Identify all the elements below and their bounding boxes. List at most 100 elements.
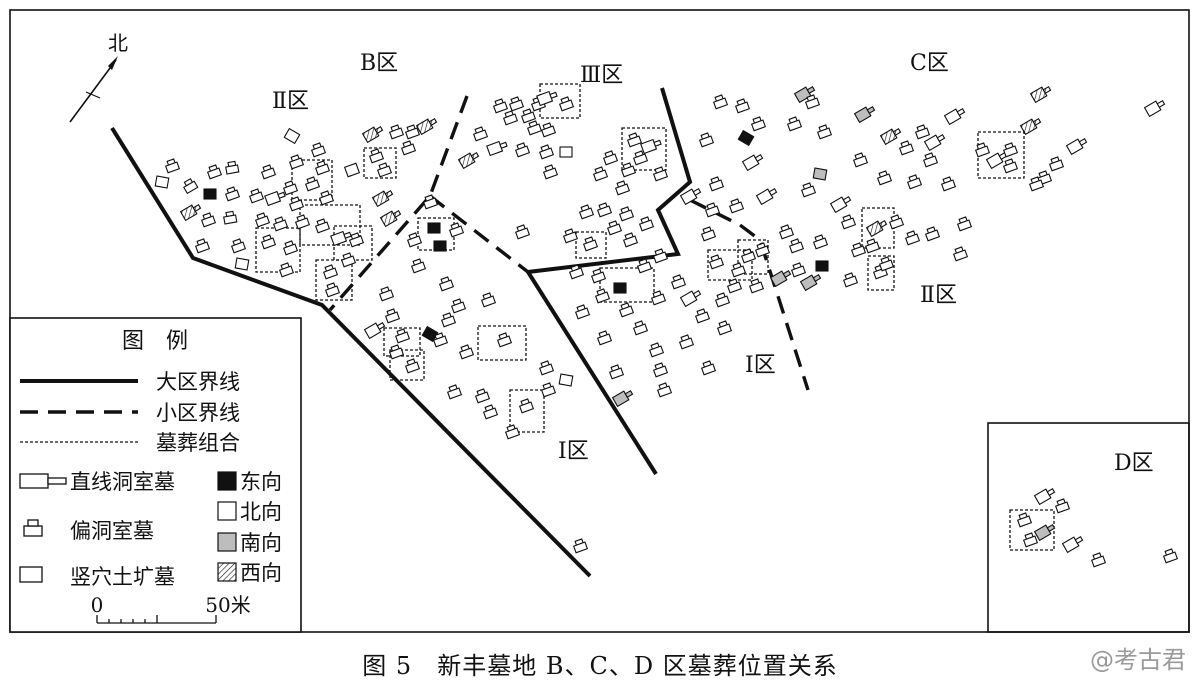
tomb-symbol <box>602 150 619 166</box>
tomb-symbol <box>740 248 757 264</box>
zone-label-d: D区 <box>1114 451 1154 476</box>
tomb-symbol <box>750 116 767 132</box>
tomb-group-outline <box>621 127 667 171</box>
tomb-symbol <box>260 234 277 250</box>
legend-group-line-label: 墓葬组合 <box>156 431 240 455</box>
tomb-symbol <box>234 257 250 271</box>
tomb-symbol <box>330 230 352 247</box>
tomb-symbol <box>879 128 902 146</box>
tomb-symbol <box>786 116 803 132</box>
tomb-symbol <box>700 226 717 242</box>
tomb-symbol <box>448 222 465 238</box>
tomb-symbol <box>790 262 807 278</box>
tomb-symbol <box>504 424 521 440</box>
tomb-symbol <box>404 124 421 140</box>
tomb-symbol <box>652 248 669 264</box>
tomb-group-outline <box>737 239 769 275</box>
tomb-symbol <box>679 188 702 206</box>
tomb-symbol <box>1090 552 1107 568</box>
tomb-symbol <box>1061 536 1084 554</box>
tomb-symbol <box>502 110 519 126</box>
tomb-symbol <box>852 152 869 168</box>
tomb-symbol <box>611 390 634 408</box>
tomb-group-outline <box>1009 509 1055 551</box>
tomb-symbol <box>183 178 199 195</box>
tomb-symbol <box>1162 548 1179 564</box>
tomb-symbol <box>679 290 702 308</box>
tomb-symbol <box>726 278 743 294</box>
tomb-symbol <box>282 240 299 256</box>
tomb-symbol <box>304 176 321 192</box>
tomb-symbol <box>225 160 240 175</box>
tomb-symbol <box>496 332 513 348</box>
zone-label-c: C区 <box>910 51 949 76</box>
tomb-symbol <box>433 240 447 252</box>
tomb-symbol <box>816 124 833 140</box>
tomb-symbol <box>518 398 535 414</box>
tomb-symbol <box>361 126 384 144</box>
tomb-symbol <box>799 274 822 292</box>
tomb-group-outline <box>707 249 753 281</box>
tomb-symbol <box>394 328 411 344</box>
tomb-symbol <box>1002 158 1019 174</box>
tomb-symbol <box>224 186 241 202</box>
tomb-symbol <box>272 216 289 232</box>
tomb-symbol <box>200 212 217 228</box>
tomb-symbol <box>618 206 635 222</box>
tomb-symbol <box>652 362 669 378</box>
tomb-symbol <box>322 264 339 280</box>
tomb-symbol <box>438 276 455 292</box>
minor-boundary-c <box>689 198 810 391</box>
tomb-symbol <box>812 167 828 181</box>
tomb-symbol <box>906 174 923 190</box>
tomb-symbol <box>223 210 238 225</box>
legend-pit-tomb-icon <box>19 566 43 583</box>
tomb-symbol <box>520 108 537 124</box>
tomb-symbol <box>728 198 745 214</box>
tomb-symbol <box>340 252 357 268</box>
tomb-symbol <box>730 262 747 278</box>
tomb-symbol <box>793 86 816 104</box>
tomb-symbol <box>1022 532 1039 548</box>
tomb-symbol <box>458 344 475 360</box>
tomb-symbol <box>540 122 557 138</box>
tomb-symbol <box>562 228 579 244</box>
tomb-symbol <box>608 364 625 380</box>
tomb-symbol <box>154 175 170 189</box>
tomb-group-outline <box>363 147 397 179</box>
tomb-symbol <box>850 242 867 258</box>
tomb-symbol <box>1033 524 1056 542</box>
legend-straight-tomb-icon <box>19 473 67 489</box>
tomb-symbol <box>898 140 915 156</box>
tomb-symbol <box>716 320 733 336</box>
zone-label-b-ii: Ⅱ区 <box>272 89 309 114</box>
tomb-symbol <box>422 194 439 210</box>
tomb-symbol <box>804 94 821 110</box>
tomb-symbol <box>829 196 852 214</box>
tomb-symbol <box>415 118 438 136</box>
major-boundary-lines <box>110 87 693 578</box>
tomb-symbol <box>492 98 509 114</box>
legend-south-label: 南向 <box>240 531 282 555</box>
tomb-symbol <box>853 106 876 124</box>
tomb-symbol <box>618 302 635 318</box>
tomb-symbol <box>480 292 497 308</box>
tomb-symbol <box>596 330 613 346</box>
tomb-group-outline <box>575 231 607 259</box>
tomb-symbol <box>288 196 305 212</box>
tomb-symbol <box>310 142 327 158</box>
tomb-symbol <box>812 234 829 250</box>
tomb-symbol <box>282 180 299 196</box>
tomb-symbol <box>482 404 499 420</box>
tomb-symbol <box>283 127 301 145</box>
tomb-symbol <box>324 282 341 298</box>
tomb-symbol <box>540 382 557 398</box>
tomb-symbol <box>865 220 888 238</box>
tomb-symbol <box>650 290 667 306</box>
legend-east-label: 东向 <box>240 470 282 494</box>
tomb-symbol <box>876 170 893 186</box>
tomb-symbol <box>888 214 905 230</box>
legend-scale-zero: 0 <box>91 593 104 617</box>
tomb-symbol <box>754 242 771 258</box>
tomb-symbol <box>384 308 401 324</box>
